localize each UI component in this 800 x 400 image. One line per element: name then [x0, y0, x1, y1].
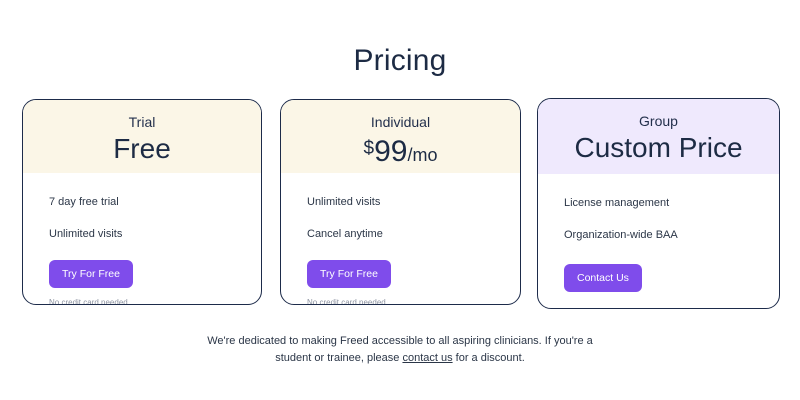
price-amount: 99 [374, 135, 408, 168]
feature-item: Cancel anytime [307, 228, 383, 240]
cta-wrapper: Contact Us [564, 264, 757, 292]
price-currency: $ [363, 138, 375, 159]
feature-item: Unlimited visits [49, 228, 123, 240]
cta-wrapper: Try For Free [49, 260, 239, 288]
pricing-card-group-tier[interactable]: Group Custom Price License management Or… [537, 98, 780, 309]
tier-price: $99/mo [281, 131, 520, 173]
price-period: /mo [407, 145, 438, 165]
contact-us-link[interactable]: contact us [402, 352, 453, 364]
contact-us-button[interactable]: Contact Us [564, 264, 642, 292]
try-for-free-button[interactable]: Try For Free [307, 260, 391, 288]
tier-price: Free [113, 133, 171, 164]
card-body-trial: 7 day free trial Unlimited visits Try Fo… [23, 173, 261, 305]
pricing-card-individual[interactable]: Individual $99/mo Unlimited visits Cance… [280, 99, 521, 305]
card-body-group: License management Organization-wide BAA… [538, 174, 779, 292]
cta-wrapper: Try For Free [307, 260, 498, 288]
feature-item: Organization-wide BAA [564, 229, 678, 241]
footer-note: We're dedicated to making Freed accessib… [0, 333, 800, 367]
footer-line-2: student or trainee, please contact us fo… [0, 350, 800, 367]
tier-name: Individual [370, 114, 431, 130]
pricing-card-trial[interactable]: Trial Free 7 day free trial Unlimited vi… [22, 99, 262, 305]
feature-item: Unlimited visits [307, 196, 381, 208]
card-note: No credit card needed [49, 298, 128, 305]
card-header-individual: Individual $99/mo [281, 100, 520, 173]
try-for-free-button[interactable]: Try For Free [49, 260, 133, 288]
tier-name: Trial [128, 114, 156, 130]
card-header-trial: Trial Free [23, 100, 261, 173]
card-header-group: Group Custom Price [538, 99, 779, 174]
card-note: No credit card needed [307, 298, 386, 305]
page-title: Pricing [353, 44, 447, 77]
feature-item: License management [564, 197, 670, 209]
footer-text-before: student or trainee, please [275, 352, 403, 364]
footer-line-1: We're dedicated to making Freed accessib… [207, 335, 593, 347]
tier-name: Group [639, 113, 678, 129]
footer-text-after: for a discount. [452, 352, 525, 364]
feature-item: 7 day free trial [49, 196, 119, 208]
pricing-card-group: Trial Free 7 day free trial Unlimited vi… [22, 98, 780, 309]
card-body-individual: Unlimited visits Cancel anytime Try For … [281, 173, 520, 305]
tier-price: Custom Price [574, 132, 743, 163]
